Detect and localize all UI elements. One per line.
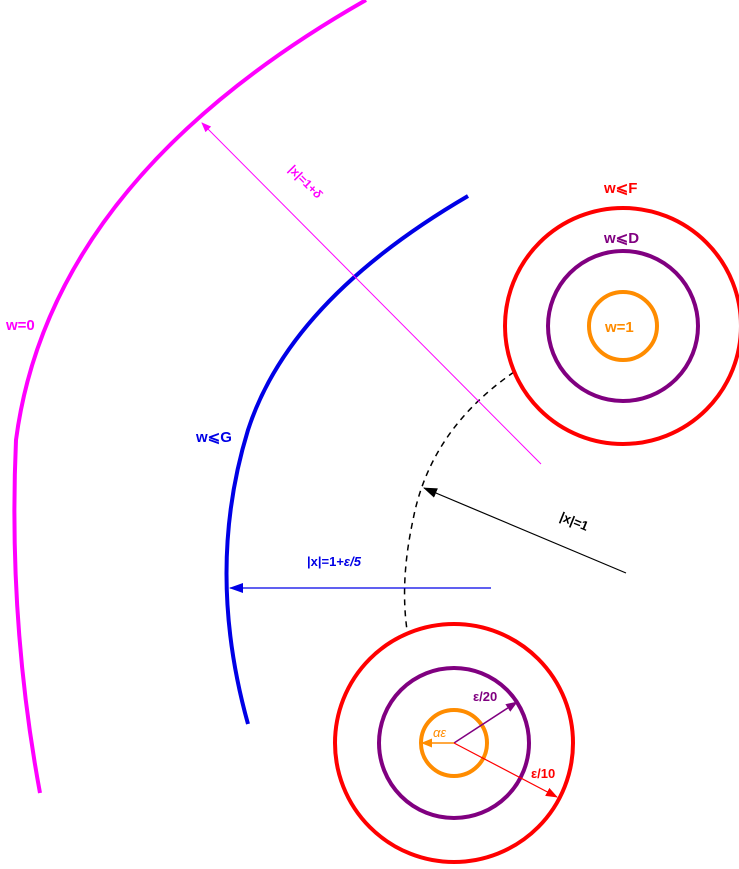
label-w-zero: w=0 (5, 317, 35, 334)
label-radius-delta: |x|=1+δ (286, 162, 326, 202)
circle-w-one (587, 290, 659, 362)
circle-eps-over-20 (377, 666, 531, 820)
label-radius-eps5-symbol: ε/5 (344, 554, 362, 569)
radius-arrow-eps-over-20 (453, 701, 518, 744)
dashed-arc-unit-sphere (403, 371, 515, 631)
label-w-one: w=1 (604, 319, 634, 336)
label-alpha-eps: αε (433, 725, 446, 740)
label-radius-eps5-prefix: |x|=1+ (307, 554, 344, 569)
label-radius-eps-over-5: |x|=1+ε/5 (307, 554, 362, 569)
label-eps-over-20: ε/20 (473, 689, 497, 704)
radius-arrow-unit (423, 487, 627, 574)
boundary-arc-w-le-G (224, 194, 470, 725)
label-radius-unit: |x|=1 (558, 509, 591, 534)
radius-arrow-delta (201, 122, 542, 465)
circle-eps-over-10 (333, 622, 575, 864)
label-w-le-F: w⩽F (603, 180, 637, 197)
radius-arrow-eps-over-10 (453, 742, 558, 798)
boundary-arc-w-zero (12, 0, 367, 794)
circle-w-le-D (546, 249, 700, 403)
circle-w-le-F (503, 206, 739, 446)
label-eps-over-10: ε/10 (531, 766, 555, 781)
label-w-le-G: w⩽G (195, 429, 232, 446)
label-w-le-D: w⩽D (603, 230, 639, 247)
